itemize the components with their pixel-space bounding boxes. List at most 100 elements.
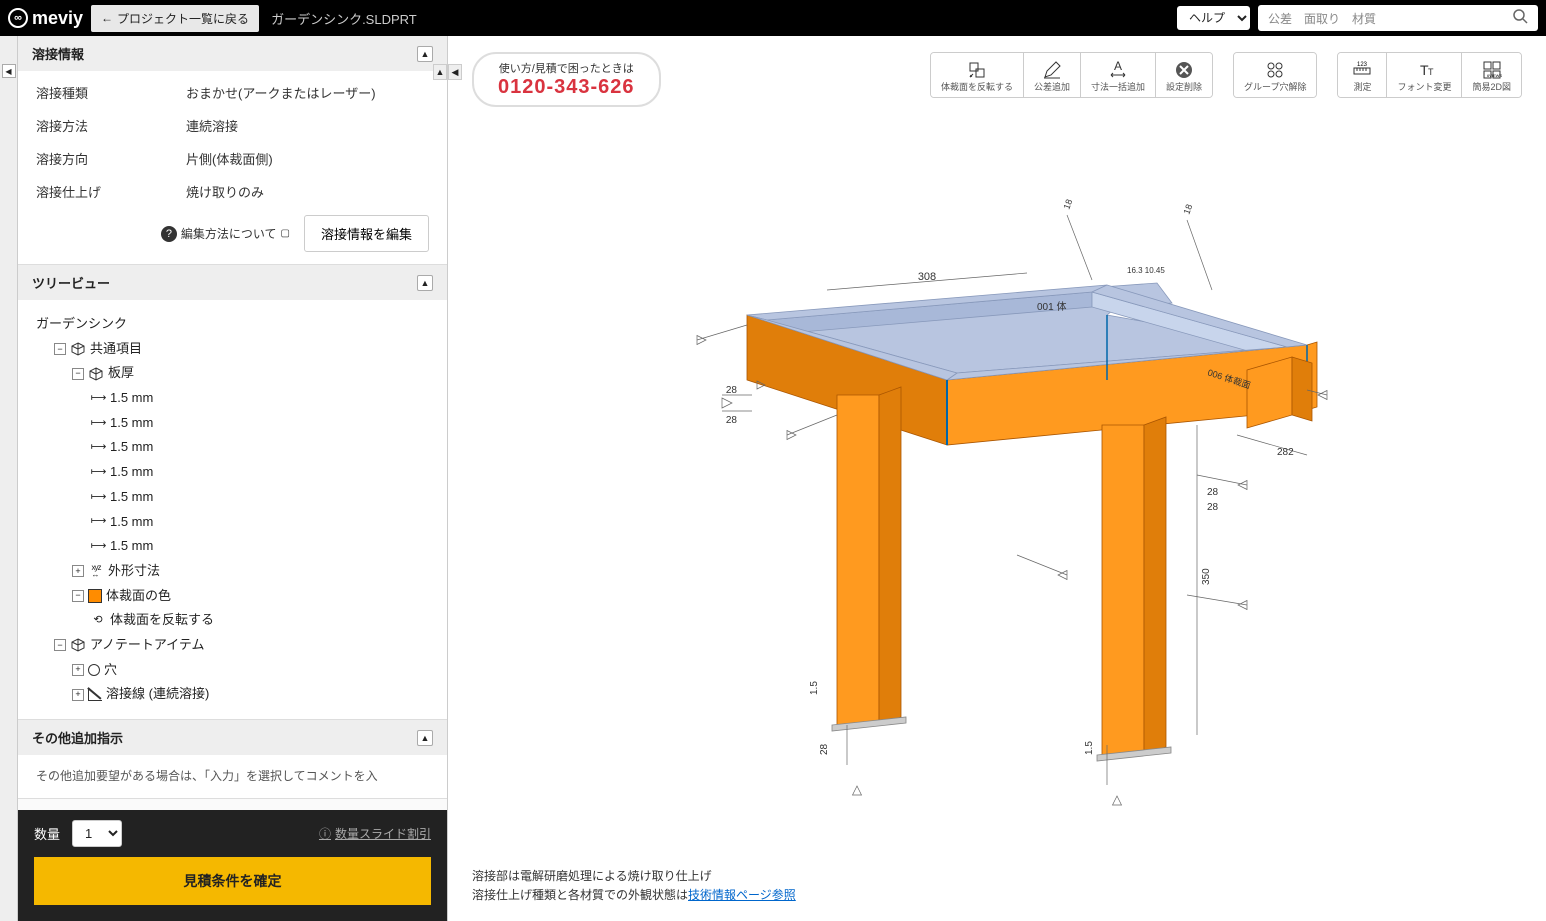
info-label: 溶接種類	[36, 83, 186, 102]
phone-box: 使い方/見積で困ったときは 0120-343-626	[472, 52, 661, 107]
svg-text:T: T	[1428, 67, 1434, 77]
info-value: 焼け取りのみ	[186, 182, 429, 201]
tree-thickness-item[interactable]: ⟼1.5 mm	[90, 411, 429, 436]
dim-a-icon: A	[1108, 59, 1128, 81]
edit-help-text: 編集方法について	[181, 225, 277, 242]
other-panel-header[interactable]: その他追加指示 ▲	[18, 720, 447, 755]
tool-label: 測定	[1353, 83, 1371, 93]
tree-panel-header[interactable]: ツリービュー ▲	[18, 265, 447, 300]
back-button[interactable]: ← プロジェクト一覧に戻る	[91, 5, 259, 32]
confirm-quote-button[interactable]: 見積条件を確定	[34, 857, 431, 905]
tool-label: グループ穴解除	[1244, 83, 1306, 93]
views-icon: 6VIEWS	[1482, 59, 1502, 81]
triangle-icon	[88, 689, 102, 701]
help-select[interactable]: ヘルプ	[1177, 6, 1250, 30]
tree-weld-line[interactable]: + 溶接線 (連続溶接)	[72, 682, 429, 707]
tool-font[interactable]: TTフォント変更	[1386, 53, 1461, 97]
dimension-icon: ⟼	[90, 390, 106, 406]
edit-welding-button[interactable]: 溶接情報を編集	[304, 215, 429, 252]
dimension-icon: ⟼	[90, 464, 106, 480]
tree-toggle[interactable]: −	[54, 639, 66, 651]
svg-text:1.5: 1.5	[809, 681, 820, 695]
search-box[interactable]: 公差 面取り 材質	[1258, 5, 1538, 31]
tree-thickness-item[interactable]: ⟼1.5 mm	[90, 510, 429, 535]
svg-text:001 体: 001 体	[1037, 301, 1066, 313]
tool-delete[interactable]: 設定削除	[1155, 53, 1212, 97]
tree-thickness-item[interactable]: ⟼1.5 mm	[90, 534, 429, 559]
color-swatch-icon	[88, 589, 102, 603]
info-icon: ⓘ	[319, 825, 331, 842]
dimension-icon: ⟼	[90, 440, 106, 456]
tree-toggle[interactable]: −	[72, 590, 84, 602]
flip-icon: ⟲	[90, 613, 106, 629]
svg-text:16.3 10.45: 16.3 10.45	[1127, 266, 1165, 275]
search-icon[interactable]	[1512, 8, 1528, 29]
footer-line-2-pre: 溶接仕上げ種類と各材質での外観状態は	[472, 888, 688, 902]
question-icon: ?	[161, 226, 177, 242]
svg-text:28: 28	[819, 743, 830, 755]
tree-thickness-item[interactable]: ⟼1.5 mm	[90, 386, 429, 411]
cube-icon	[70, 637, 86, 653]
tree-toggle[interactable]: +	[72, 689, 84, 701]
search-hint-1: 公差	[1268, 10, 1292, 27]
model-canvas[interactable]: 308001 体006 体裁面282828235028281.5281.5181…	[448, 115, 1546, 859]
sidebar-collapse-top[interactable]: ▲	[433, 64, 447, 80]
pencil-icon	[1042, 59, 1062, 81]
viewer-collapse-left[interactable]: ◀	[448, 64, 462, 80]
tree-root[interactable]: ガーデンシンク	[36, 312, 429, 337]
info-value: 片側(体裁面側)	[186, 149, 429, 168]
rail-collapse-left[interactable]: ◀	[2, 64, 16, 78]
tree-thickness-item[interactable]: ⟼1.5 mm	[90, 485, 429, 510]
tree-toggle[interactable]: −	[72, 368, 84, 380]
quantity-slide-link[interactable]: ⓘ 数量スライド割引	[319, 825, 431, 842]
tree-thickness-item[interactable]: ⟼1.5 mm	[90, 460, 429, 485]
tool-label: 設定削除	[1166, 83, 1202, 93]
tree-common-items[interactable]: − 共通項目	[54, 337, 429, 362]
tree-hole[interactable]: + 穴	[72, 658, 429, 683]
topbar: ∞ meviy ← プロジェクト一覧に戻る ガーデンシンク.SLDPRT ヘルプ…	[0, 0, 1546, 36]
tool-label: 公差追加	[1034, 83, 1070, 93]
footer-line-1: 溶接部は電解研磨処理による焼け取り仕上げ	[472, 867, 1522, 886]
dimension-icon: ⟼	[90, 514, 106, 530]
tool-flip[interactable]: 体裁面を反転する	[931, 53, 1023, 97]
cube-icon	[70, 341, 86, 357]
tree-outer-dim[interactable]: + xyz↔ 外形寸法	[72, 559, 429, 584]
tree-panel: ツリービュー ▲ ガーデンシンク	[18, 265, 447, 720]
tool-label: フォント変更	[1397, 83, 1451, 93]
quantity-label: 数量	[34, 824, 60, 843]
search-hint-2: 面取り	[1304, 10, 1340, 27]
tool-pencil[interactable]: 公差追加	[1023, 53, 1080, 97]
welding-info-row: 溶接仕上げ焼け取りのみ	[36, 182, 429, 201]
tree-view: ガーデンシンク − 共通項目	[36, 312, 429, 707]
sidebar: ▲ 溶接情報 ▲ 溶接種類おまかせ(アークまたはレーザー)溶接方法連続溶接溶接方…	[18, 36, 448, 921]
logo: ∞ meviy	[8, 8, 83, 29]
collapse-icon: ▲	[417, 275, 433, 291]
tree-face-color[interactable]: − 体裁面の色	[72, 584, 429, 609]
tree-thickness[interactable]: − 板厚	[72, 361, 429, 386]
welding-info-row: 溶接方向片側(体裁面側)	[36, 149, 429, 168]
tool-views[interactable]: 6VIEWS簡易2D図	[1461, 53, 1521, 97]
other-panel-text: その他追加要望がある場合は、「入力」を選択してコメントを入	[36, 767, 429, 786]
tool-holes[interactable]: グループ穴解除	[1234, 53, 1316, 97]
filename: ガーデンシンク.SLDPRT	[271, 9, 417, 28]
tree-flip-face[interactable]: ⟲ 体裁面を反転する	[90, 608, 429, 633]
svg-text:A: A	[1114, 60, 1122, 73]
tech-info-link[interactable]: 技術情報ページ参照	[688, 888, 796, 902]
welding-panel-title: 溶接情報	[32, 44, 84, 63]
welding-panel-header[interactable]: 溶接情報 ▲	[18, 36, 447, 71]
tree-toggle[interactable]: +	[72, 664, 84, 676]
tree-toggle[interactable]: +	[72, 565, 84, 577]
phone-caption: 使い方/見積で困ったときは	[498, 60, 635, 76]
tool-label: 体裁面を反転する	[941, 83, 1013, 93]
collapse-icon: ▲	[417, 46, 433, 62]
back-label: プロジェクト一覧に戻る	[117, 10, 249, 27]
tree-annotate[interactable]: − アノテートアイテム	[54, 633, 429, 658]
tool-dim-a[interactable]: A寸法一括追加	[1080, 53, 1155, 97]
tree-toggle[interactable]: −	[54, 343, 66, 355]
tree-panel-title: ツリービュー	[32, 273, 110, 292]
tool-measure[interactable]: 123測定	[1338, 53, 1386, 97]
svg-text:28: 28	[1207, 502, 1219, 513]
edit-help-link[interactable]: ? 編集方法について ▢	[161, 225, 290, 242]
quantity-select[interactable]: 1	[72, 820, 122, 847]
tree-thickness-item[interactable]: ⟼1.5 mm	[90, 435, 429, 460]
